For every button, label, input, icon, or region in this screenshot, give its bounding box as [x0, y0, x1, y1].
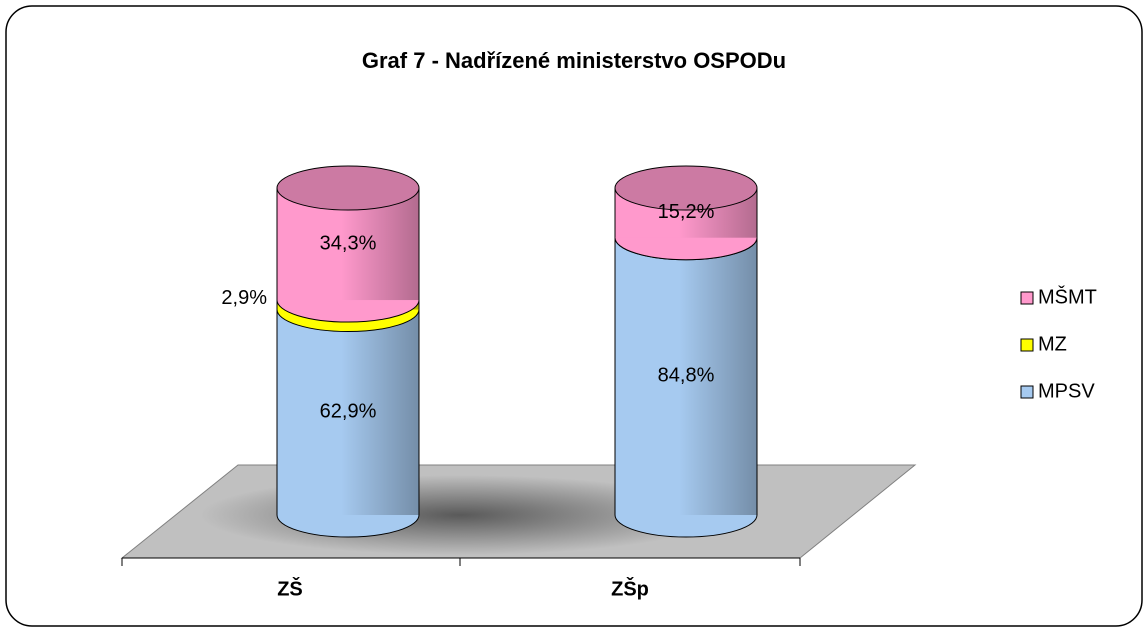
legend-swatch	[1020, 385, 1034, 399]
data-label: 84,8%	[658, 365, 715, 387]
cylinder-segment	[276, 165, 420, 323]
x-tick-label: ZŠp	[611, 576, 649, 600]
data-label: 15,2%	[658, 201, 715, 223]
segment-shade	[615, 237, 757, 516]
segment-top	[614, 165, 758, 211]
data-label: 62,9%	[320, 401, 377, 423]
cylinder-segment	[276, 309, 420, 538]
legend-label: MZ	[1038, 333, 1067, 355]
segment-shade	[277, 309, 419, 515]
data-label: 2,9%	[221, 287, 267, 309]
legend-label: MŠMT	[1038, 285, 1097, 308]
legend-swatch	[1020, 338, 1034, 352]
segment-top	[276, 165, 420, 211]
data-label: 34,3%	[320, 232, 377, 254]
legend-swatch	[1020, 291, 1034, 305]
chart-title: Graf 7 - Nadřízené ministerstvo OSPODu	[362, 48, 786, 73]
cylinder-segment	[614, 237, 758, 538]
x-tick-label: ZŠ	[277, 576, 303, 600]
legend-label: MPSV	[1038, 380, 1095, 402]
cylinder-segment	[614, 165, 758, 261]
